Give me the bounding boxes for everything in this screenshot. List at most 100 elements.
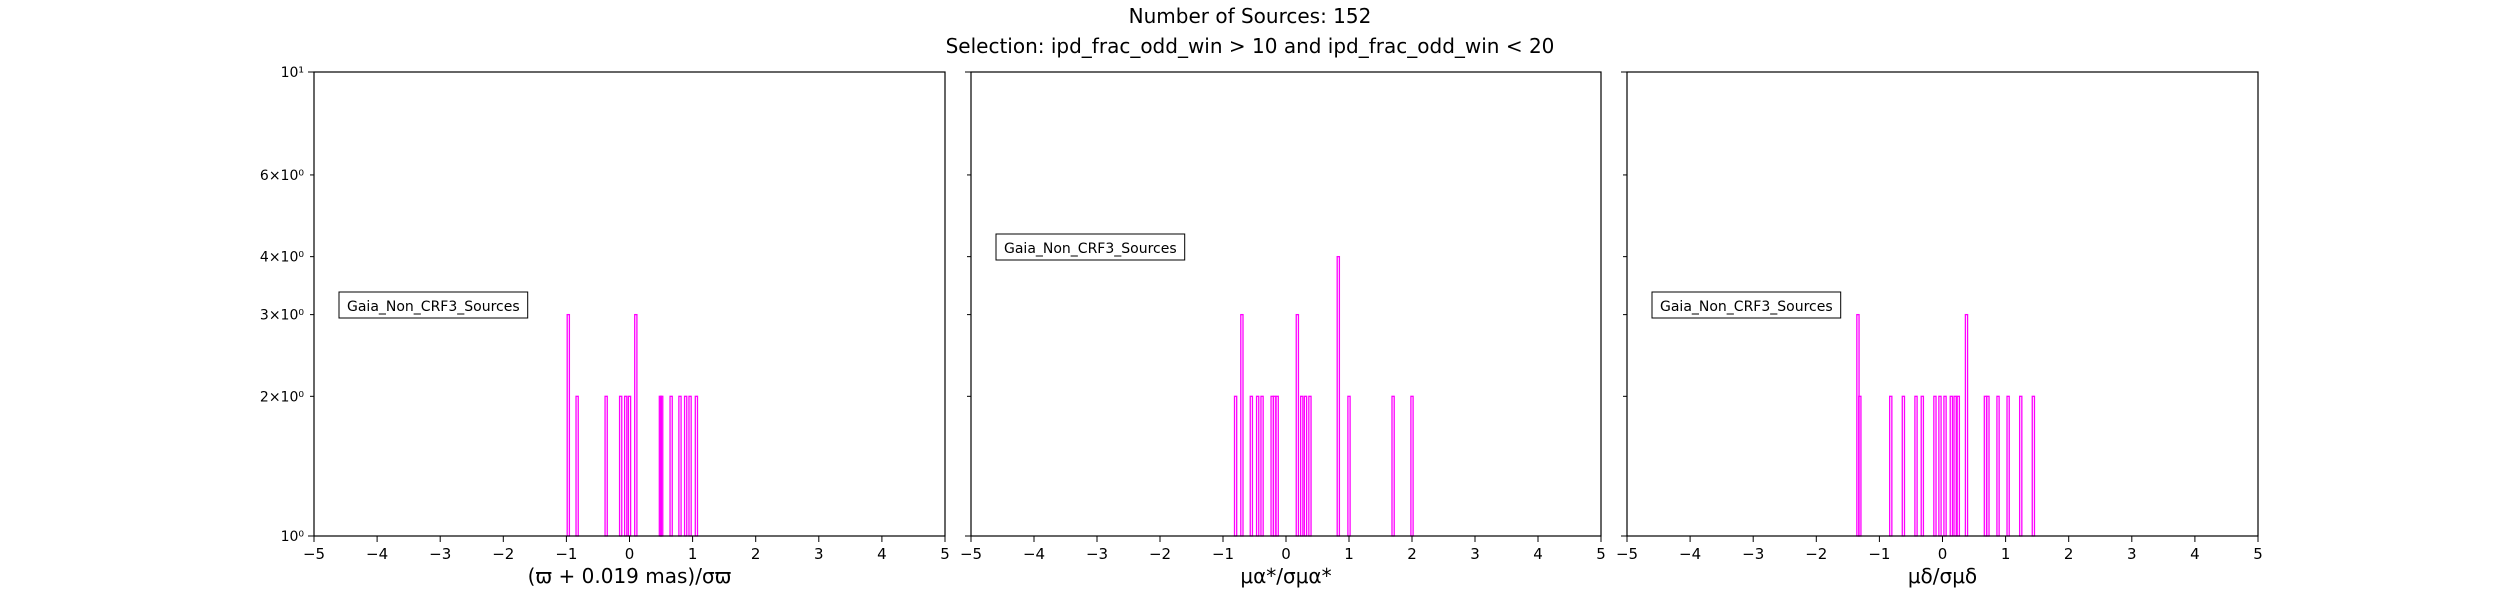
x-tick-label: 3 bbox=[2127, 545, 2137, 563]
x-tick-label: 3 bbox=[1470, 545, 1480, 563]
x-tick-label: −3 bbox=[1086, 545, 1108, 563]
legend-label: Gaia_Non_CRF3_Sources bbox=[347, 299, 520, 315]
y-tick-label: 3×10⁰ bbox=[260, 308, 304, 324]
histogram-bar bbox=[1964, 313, 1969, 537]
chart-panel-2: −5 −4 −3 −2 −1 0 1 2 3 4 5 Gaia_Non_CRF3_Sources μα*… bbox=[960, 71, 1606, 588]
legend-box bbox=[338, 291, 529, 319]
histogram-bar bbox=[2006, 395, 2010, 537]
histogram-bar bbox=[1410, 395, 1414, 537]
histogram-bar bbox=[1953, 395, 1957, 537]
figure-title: Number of Sources: 152 bbox=[1128, 4, 1372, 28]
x-tick-label: −2 bbox=[1805, 545, 1827, 563]
legend-label: Gaia_Non_CRF3_Sources bbox=[1004, 241, 1177, 257]
x-tick-label: −5 bbox=[1616, 545, 1638, 563]
histogram-bar bbox=[1889, 395, 1893, 537]
x-tick-label: −3 bbox=[1742, 545, 1764, 563]
x-tick-label: −4 bbox=[366, 545, 388, 563]
histogram-bar bbox=[688, 395, 692, 537]
histogram-bar bbox=[634, 313, 638, 537]
x-tick-label: 0 bbox=[1281, 545, 1291, 563]
histogram-bar bbox=[1260, 395, 1264, 537]
histogram-bar bbox=[1275, 395, 1279, 537]
y-tick-label: 10¹ bbox=[281, 65, 304, 81]
histogram-bar bbox=[678, 395, 682, 537]
histogram-bar bbox=[2018, 395, 2023, 537]
x-tick-label: 1 bbox=[2001, 545, 2011, 563]
plot-frame bbox=[970, 71, 1602, 537]
x-tick-label: 5 bbox=[940, 545, 950, 563]
histogram-bar bbox=[1308, 395, 1312, 537]
histogram-bar bbox=[1336, 255, 1341, 537]
x-tick-label: −1 bbox=[555, 545, 577, 563]
histogram-bar bbox=[575, 395, 579, 537]
histogram-bar bbox=[627, 395, 632, 537]
x-tick-label: 2 bbox=[751, 545, 761, 563]
x-tick-label: −1 bbox=[1212, 545, 1234, 563]
x-tick-label: −4 bbox=[1023, 545, 1045, 563]
histogram-bar bbox=[1233, 395, 1238, 537]
histogram-bar bbox=[1901, 395, 1906, 537]
histogram-bar bbox=[2031, 395, 2036, 537]
histogram-bar bbox=[1303, 395, 1308, 537]
x-tick-label: 0 bbox=[625, 545, 635, 563]
histogram-bar bbox=[618, 395, 623, 537]
x-axis-label: μδ/σμδ bbox=[1908, 564, 1977, 588]
x-tick-label: 5 bbox=[2253, 545, 2263, 563]
x-tick-label: −3 bbox=[429, 545, 451, 563]
legend: Gaia_Non_CRF3_Sources bbox=[1651, 291, 1842, 319]
histogram-bar bbox=[1943, 395, 1947, 537]
legend: Gaia_Non_CRF3_Sources bbox=[995, 233, 1186, 261]
x-tick-label: 0 bbox=[1938, 545, 1948, 563]
histogram-bar bbox=[1295, 313, 1300, 537]
histogram-bar bbox=[1255, 395, 1260, 537]
histogram-bar bbox=[1949, 395, 1954, 537]
histogram-bar bbox=[1986, 395, 1990, 537]
y-tick-label: 10⁰ bbox=[281, 529, 305, 545]
histogram-bar bbox=[566, 313, 571, 537]
histogram-bar bbox=[694, 395, 699, 537]
x-tick-label: −5 bbox=[960, 545, 982, 563]
histogram-bar bbox=[669, 395, 673, 537]
x-tick-label: −1 bbox=[1868, 545, 1890, 563]
x-tick-label: −2 bbox=[492, 545, 514, 563]
histogram-bar bbox=[623, 395, 628, 537]
x-tick-label: 5 bbox=[1596, 545, 1606, 563]
histogram-bar bbox=[683, 395, 688, 537]
chart-panel-1: −5 −4 −3 −2 −1 0 1 2 3 4 5 10⁰ 2×10⁰ 3×10⁰ 4×10⁰ 6×10⁰ 1… bbox=[260, 65, 950, 588]
histogram-bar bbox=[1249, 395, 1254, 537]
histogram-bar bbox=[1240, 313, 1244, 537]
legend-box bbox=[1651, 291, 1842, 319]
histogram-bar bbox=[1300, 395, 1304, 537]
x-tick-label: −2 bbox=[1149, 545, 1171, 563]
histogram-bar bbox=[1858, 395, 1862, 537]
x-tick-label: 1 bbox=[1344, 545, 1354, 563]
histogram-bar bbox=[1391, 395, 1395, 537]
histogram-bar bbox=[1956, 395, 1961, 537]
histogram-bar bbox=[1347, 395, 1351, 537]
legend: Gaia_Non_CRF3_Sources bbox=[338, 291, 529, 319]
x-tick-label: 4 bbox=[877, 545, 887, 563]
histogram-bar bbox=[1914, 395, 1918, 537]
x-tick-label: 1 bbox=[688, 545, 698, 563]
x-tick-label: −5 bbox=[303, 545, 325, 563]
x-tick-label: −4 bbox=[1679, 545, 1701, 563]
y-tick-label: 2×10⁰ bbox=[260, 389, 304, 405]
figure-subtitle: Selection: ipd_frac_odd_win > 10 and ipd… bbox=[945, 34, 1555, 58]
histogram-bar bbox=[1933, 395, 1937, 537]
x-tick-label: 2 bbox=[2064, 545, 2074, 563]
y-tick-label: 6×10⁰ bbox=[260, 168, 304, 184]
x-tick-label: 3 bbox=[814, 545, 824, 563]
x-tick-label: 4 bbox=[2190, 545, 2200, 563]
chart-panel-3: −5 −4 −3 −2 −1 0 1 2 3 4 5 Gaia_Non_CRF3_Sources μδ/… bbox=[1616, 71, 2263, 588]
legend-label: Gaia_Non_CRF3_Sources bbox=[1660, 299, 1833, 315]
x-tick-label: 2 bbox=[1407, 545, 1417, 563]
legend-box bbox=[995, 233, 1186, 261]
x-tick-label: 4 bbox=[1533, 545, 1543, 563]
y-tick-label: 4×10⁰ bbox=[260, 250, 304, 266]
histogram-bar bbox=[604, 395, 608, 537]
histogram-bar bbox=[1920, 395, 1925, 537]
histogram-bar bbox=[1996, 395, 2000, 537]
x-axis-label: (ϖ + 0.019 mas)/σϖ bbox=[528, 564, 732, 588]
histogram-bar bbox=[1938, 395, 1942, 537]
